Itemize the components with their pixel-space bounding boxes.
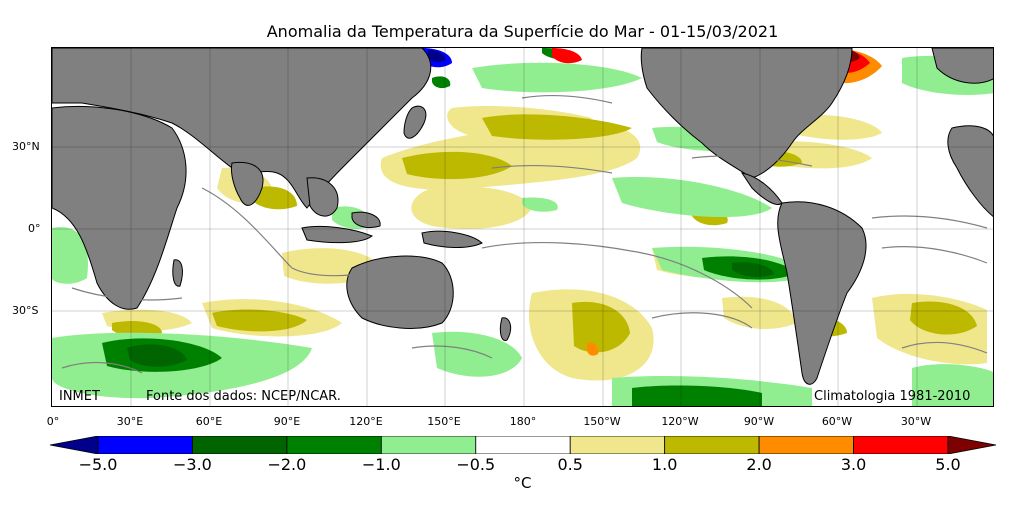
indonesia xyxy=(301,225,373,244)
colorbar-tick-label: 3.0 xyxy=(840,455,867,474)
borneo xyxy=(351,211,381,229)
colorbar-segment xyxy=(286,436,382,454)
new-guinea xyxy=(421,230,483,248)
madagascar xyxy=(172,259,183,287)
eurasia xyxy=(52,48,432,209)
colorbar xyxy=(49,436,997,454)
colorbar-under-arrow xyxy=(49,436,99,454)
japan xyxy=(403,105,427,139)
colorbar-tick-label: 0.5 xyxy=(557,455,583,474)
colorbar-tick-label: −1.0 xyxy=(361,455,401,474)
colorbar-tick-label: −3.0 xyxy=(173,455,212,474)
colorbar-tick-label: 1.0 xyxy=(651,455,678,474)
indochina xyxy=(306,177,339,217)
lon-label-150w: 150°W xyxy=(583,415,621,428)
lon-label-90e: 90°E xyxy=(273,415,301,428)
climatology-note: Climatologia 1981-2010 xyxy=(814,389,971,404)
south-america xyxy=(777,201,867,385)
new-zealand xyxy=(499,317,512,342)
colorbar-segment xyxy=(853,436,949,454)
australia xyxy=(346,255,454,329)
graticule xyxy=(52,48,993,406)
colorbar-tick-label: −2.0 xyxy=(267,455,307,474)
colorbar-segment xyxy=(475,436,571,454)
lon-label-0: 0° xyxy=(46,415,60,428)
colorbar-segment xyxy=(97,436,193,454)
colorbar-segment xyxy=(569,436,666,454)
colorbar-tick-label: 2.0 xyxy=(746,455,772,474)
colorbar-segment xyxy=(758,436,854,454)
lon-label-120e: 120°E xyxy=(349,415,383,428)
source-institution: INMET xyxy=(59,389,100,404)
africa xyxy=(52,105,187,310)
sst-anomaly-map: INMET Fonte dos dados: NCEP/NCAR. Climat… xyxy=(51,47,994,407)
lon-label-30w: 30°W xyxy=(900,415,932,428)
colorbar-over-arrow xyxy=(947,436,997,454)
lat-label-30s: 30°S xyxy=(12,304,39,317)
data-source-note: Fonte dos dados: NCEP/NCAR. xyxy=(146,389,341,404)
colorbar-tick-label: 5.0 xyxy=(935,455,961,474)
colorbar-segments xyxy=(49,436,997,454)
colorbar-tick-label: −5.0 xyxy=(78,455,118,474)
lon-label-120w: 120°W xyxy=(661,415,699,428)
lon-label-60w: 60°W xyxy=(821,415,853,428)
map-title: Anomalia da Temperatura da Superfície do… xyxy=(266,22,779,41)
anomaly-cool-strong xyxy=(127,262,774,367)
lon-label-180: 180° xyxy=(509,415,537,428)
lon-label-150e: 150°E xyxy=(427,415,461,428)
lon-label-90w: 90°W xyxy=(743,415,775,428)
colorbar-segment xyxy=(664,436,760,454)
india xyxy=(231,161,264,206)
contour-lines xyxy=(61,94,988,374)
colorbar-segment xyxy=(192,436,288,454)
greenland xyxy=(931,48,993,84)
map-canvas xyxy=(52,48,993,406)
lat-label-equator: 0° xyxy=(28,222,41,235)
lat-label-30n: 30°N xyxy=(12,140,40,153)
colorbar-tick-label: −0.5 xyxy=(456,455,496,474)
land-masses xyxy=(52,48,993,385)
lon-label-30e: 30°E xyxy=(116,415,144,428)
lon-label-60e: 60°E xyxy=(195,415,223,428)
colorbar-unit: °C xyxy=(513,474,532,492)
west-africa-europe-edge xyxy=(947,125,993,217)
colorbar-segment xyxy=(380,436,477,454)
